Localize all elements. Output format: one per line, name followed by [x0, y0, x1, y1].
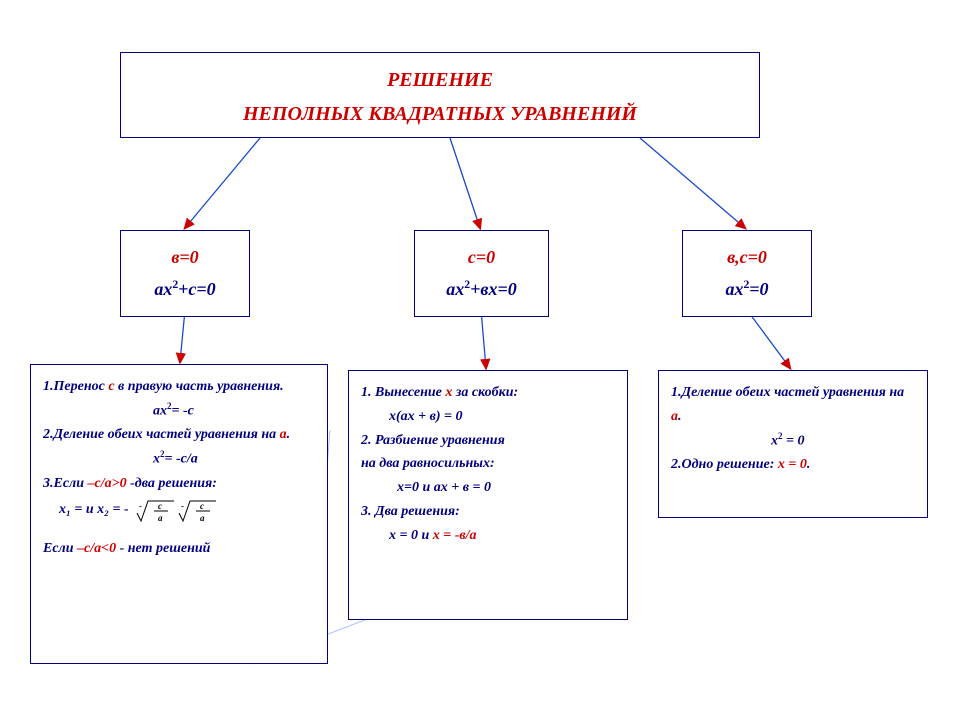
svg-text:-: -: [139, 501, 142, 511]
c0-step2b: на два равносильных:: [361, 452, 615, 476]
sqrt-icon: - c a - c a: [136, 495, 220, 525]
svg-text:a: a: [158, 513, 163, 523]
case-b0-eq: ах2+с=0: [135, 273, 235, 305]
svg-text:a: a: [200, 513, 205, 523]
c0-eq1: х(ах + в) = 0: [361, 405, 615, 429]
case-box-c0: с=0 ах2+вх=0: [414, 230, 549, 317]
case-box-b0: в=0 ах2+с=0: [120, 230, 250, 317]
title-line1: РЕШЕНИЕ: [141, 63, 739, 97]
c0-eq3: х = 0 и х = -в/а: [361, 524, 615, 548]
case-c0-eq: ах2+вх=0: [429, 273, 534, 305]
title-line2: НЕПОЛНЫХ КВАДРАТНЫХ УРАВНЕНИЙ: [141, 97, 739, 131]
bc0-step1: 1.Деление обеих частей уравнения на а.: [671, 381, 915, 429]
c0-eq2: х=0 и ах + в = 0: [361, 476, 615, 500]
b0-roots: х₁ = и х₂ = - - c a - c a: [43, 495, 315, 525]
bc0-step2: 2.Одно решение: х = 0.: [671, 453, 915, 477]
c0-step1: 1. Вынесение х за скобки:: [361, 381, 615, 405]
detail-box-c0: 1. Вынесение х за скобки: х(ах + в) = 0 …: [348, 370, 628, 620]
title-box: РЕШЕНИЕ НЕПОЛНЫХ КВАДРАТНЫХ УРАВНЕНИЙ: [120, 52, 760, 138]
b0-step2: 2.Деление обеих частей уравнения на а.: [43, 423, 315, 447]
b0-step3: 3.Если –с/а>0 -два решения:: [43, 472, 315, 496]
b0-eq2: х2= -с/а: [43, 447, 315, 471]
b0-step4: Если –с/а<0 - нет решений: [43, 537, 315, 561]
c0-step3: 3. Два решения:: [361, 500, 615, 524]
svg-text:-: -: [181, 501, 184, 511]
detail-box-b0: 1.Перенос с в правую часть уравнения. ах…: [30, 364, 328, 664]
b0-step1: 1.Перенос с в правую часть уравнения.: [43, 375, 315, 399]
b0-eq1: ах2= -с: [43, 399, 315, 423]
svg-text:c: c: [200, 501, 204, 511]
case-box-bc0: в,с=0 ах2=0: [682, 230, 812, 317]
case-c0-cond: с=0: [429, 241, 534, 273]
bc0-eq1: х2 = 0: [671, 429, 915, 453]
c0-step2a: 2. Разбиение уравнения: [361, 429, 615, 453]
detail-box-bc0: 1.Деление обеих частей уравнения на а. х…: [658, 370, 928, 518]
case-b0-cond: в=0: [135, 241, 235, 273]
svg-text:c: c: [158, 501, 162, 511]
case-bc0-cond: в,с=0: [697, 241, 797, 273]
case-bc0-eq: ах2=0: [697, 273, 797, 305]
